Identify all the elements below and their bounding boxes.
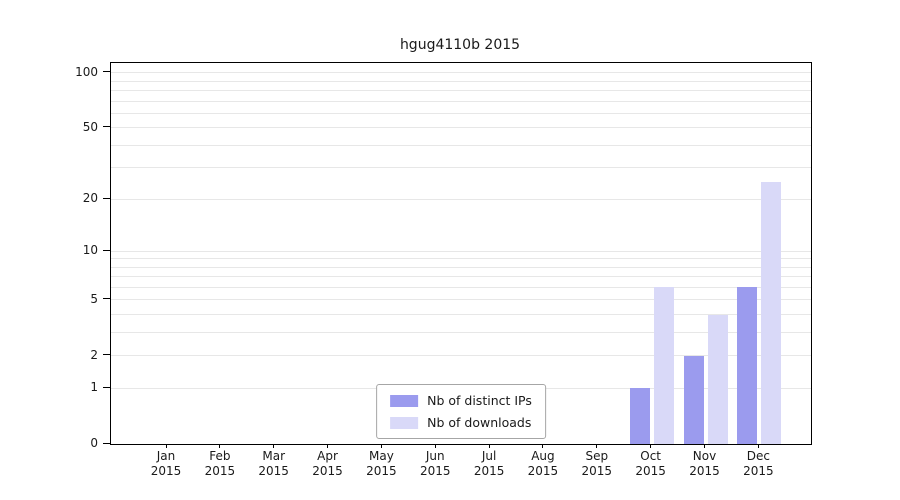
- bar: [653, 287, 674, 444]
- bar: [761, 181, 782, 444]
- x-tick-year: 2015: [150, 464, 182, 478]
- x-tick-year: 2015: [527, 464, 559, 478]
- gridline: [111, 266, 811, 268]
- y-tick-label: 100: [75, 64, 98, 79]
- x-tick-month: Feb: [209, 449, 231, 463]
- x-tick-month: Jan: [156, 449, 176, 463]
- gridline: [111, 276, 811, 278]
- legend-swatch: [390, 416, 419, 429]
- y-tick-mark: [103, 442, 110, 444]
- x-tick-month: Jul: [481, 449, 497, 463]
- x-tick-label: Mar 2015: [244, 449, 304, 479]
- x-tick-year: 2015: [473, 464, 505, 478]
- x-tick-year: 2015: [204, 464, 236, 478]
- y-tick-label: 1: [90, 380, 98, 395]
- y-tick-label: 20: [82, 191, 98, 206]
- gridline: [111, 258, 811, 260]
- x-tick-label: Nov 2015: [675, 449, 735, 479]
- x-tick-mark: [327, 444, 329, 448]
- x-tick-label: Jun 2015: [405, 449, 465, 479]
- y-tick-label: 10: [82, 243, 98, 258]
- y-tick-mark: [103, 71, 110, 73]
- y-tick-mark: [103, 249, 110, 251]
- gridline: [111, 72, 811, 74]
- x-tick-year: 2015: [635, 464, 666, 478]
- y-tick-label: 0: [90, 436, 98, 450]
- x-tick-mark: [219, 444, 221, 448]
- gridline: [111, 286, 811, 288]
- x-tick-mark: [434, 444, 436, 448]
- gridline: [111, 144, 811, 146]
- x-tick-label: Jul 2015: [459, 449, 519, 479]
- x-tick-mark: [273, 444, 275, 448]
- x-tick-label: Aug 2015: [513, 449, 573, 479]
- y-tick-label: 5: [90, 291, 98, 306]
- x-tick-year: 2015: [312, 464, 343, 478]
- x-tick-month: Nov: [692, 449, 717, 463]
- gridline: [111, 167, 811, 169]
- x-tick-mark: [542, 444, 544, 448]
- plot-area: Nb of distinct IPs Nb of downloads: [110, 62, 812, 445]
- x-tick-month: Jun: [425, 449, 445, 463]
- y-tick-mark: [103, 386, 110, 388]
- x-tick-mark: [757, 444, 759, 448]
- x-tick-label: Apr 2015: [298, 449, 358, 479]
- x-tick-mark: [596, 444, 598, 448]
- x-tick-mark: [704, 444, 705, 448]
- gridline: [111, 355, 811, 357]
- bar: [737, 287, 758, 444]
- gridline: [111, 127, 811, 129]
- x-tick-label: May 2015: [351, 449, 411, 479]
- x-tick-label: Dec 2015: [728, 449, 788, 479]
- gridline: [111, 314, 811, 316]
- x-tick-label: Oct 2015: [621, 449, 681, 479]
- x-tick-year: 2015: [581, 464, 613, 478]
- x-tick-mark: [488, 444, 490, 448]
- x-tick-year: 2015: [366, 464, 397, 478]
- legend: Nb of distinct IPs Nb of downloads: [376, 384, 546, 439]
- x-tick-label: Feb 2015: [190, 449, 250, 479]
- gridline: [111, 250, 811, 252]
- y-tick-mark: [103, 126, 110, 128]
- x-tick-mark: [650, 444, 652, 448]
- gridline: [111, 299, 811, 301]
- legend-swatch: [390, 394, 419, 407]
- x-tick-month: Mar: [262, 449, 285, 463]
- bar: [707, 314, 728, 444]
- y-tick-mark: [103, 354, 110, 356]
- x-tick-label: Jan 2015: [136, 449, 196, 479]
- chart-title: hgug4110b 2015: [399, 37, 521, 53]
- x-tick-month: Sep: [585, 449, 609, 463]
- x-tick-mark: [380, 444, 382, 448]
- x-tick-label: Sep 2015: [567, 449, 627, 479]
- gridline: [111, 80, 811, 82]
- x-tick-year: 2015: [258, 464, 289, 478]
- gridline: [111, 100, 811, 102]
- y-tick-label: 2: [90, 347, 98, 362]
- x-tick-month: Oct: [640, 449, 662, 463]
- x-tick-year: 2015: [689, 464, 720, 478]
- x-tick-month: May: [368, 449, 394, 463]
- x-tick-mark: [165, 444, 167, 448]
- gridline: [111, 198, 811, 200]
- legend-entry: Nb of distinct IPs: [390, 393, 532, 408]
- x-tick-month: Dec: [746, 449, 770, 463]
- y-tick-label: 50: [82, 119, 98, 134]
- x-tick-month: Apr: [317, 449, 338, 463]
- x-tick-year: 2015: [419, 464, 451, 478]
- gridline: [111, 112, 811, 114]
- legend-label: Nb of downloads: [427, 415, 532, 430]
- y-tick-mark: [103, 197, 110, 199]
- bar: [629, 388, 650, 444]
- gridline: [111, 331, 811, 333]
- x-tick-year: 2015: [743, 464, 774, 478]
- legend-label: Nb of distinct IPs: [427, 393, 532, 408]
- y-tick-mark: [103, 298, 110, 300]
- x-tick-month: Aug: [531, 449, 555, 463]
- legend-entry: Nb of downloads: [390, 415, 532, 430]
- gridline: [111, 89, 811, 91]
- bar: [683, 355, 704, 444]
